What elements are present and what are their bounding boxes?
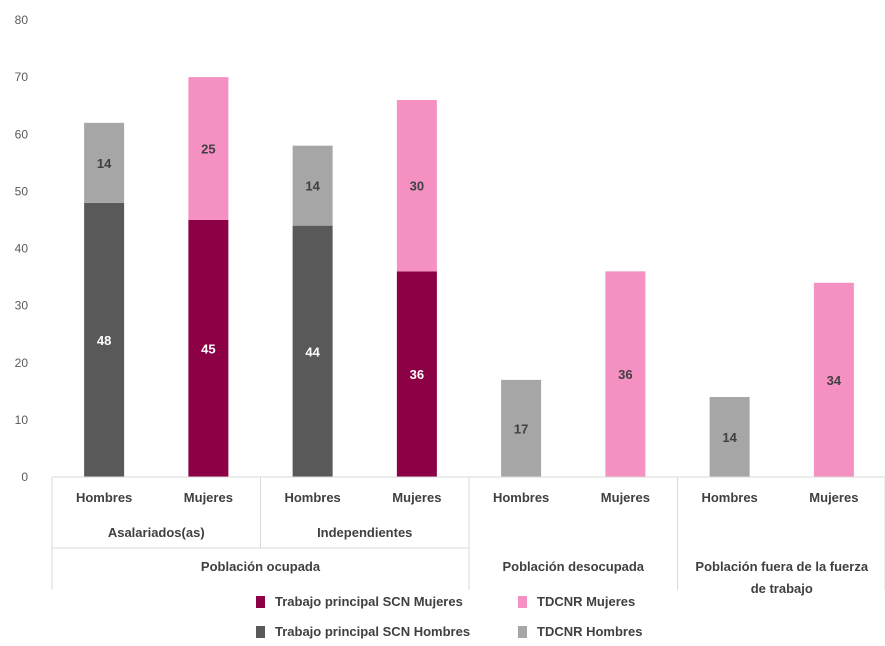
legend-swatch-scn-hombres (256, 625, 265, 638)
legend-swatch-scn-mujeres (256, 595, 265, 608)
legend-item-scn-mujeres: Trabajo principal SCN Mujeres (256, 594, 463, 609)
bar-segment (709, 397, 750, 477)
x-group-label: Población fuera de la fuerza (695, 559, 868, 574)
data-label: 36 (410, 367, 424, 382)
legend-item-tdcnr-hombres: TDCNR Hombres (518, 624, 642, 639)
x-category-label: Hombres (76, 490, 132, 505)
data-label: 30 (410, 179, 424, 194)
y-tick-label: 0 (21, 470, 28, 484)
y-tick-label: 70 (15, 70, 29, 84)
data-label: 17 (514, 421, 528, 436)
x-axis: Hombres Mujeres Hombres Mujeres Hombres Mujer… (51, 476, 885, 596)
legend-swatch-tdcnr-hombres (518, 625, 527, 638)
y-tick-label: 20 (15, 356, 29, 370)
data-label: 45 (201, 341, 215, 356)
bar-segment (396, 99, 437, 272)
legend-label-tdcnr-hombres: TDCNR Hombres (537, 624, 643, 639)
legend-label-scn-mujeres: Trabajo principal SCN Mujeres (275, 594, 463, 609)
data-label: 34 (827, 373, 842, 388)
x-category-label: Mujeres (184, 490, 233, 505)
x-category-label: Mujeres (601, 490, 650, 505)
data-label: 14 (305, 179, 320, 194)
x-category-label: Hombres (701, 490, 757, 505)
bar-segment (188, 77, 229, 220)
x-group-label-line2: de trabajo (751, 581, 813, 596)
bar-segment (292, 145, 333, 226)
y-tick-label: 50 (15, 184, 29, 198)
x-subgroup-label: Asalariados(as) (108, 525, 205, 540)
y-axis: 0 10 20 30 40 50 60 70 80 (15, 13, 29, 484)
legend-item-tdcnr-mujeres: TDCNR Mujeres (518, 594, 635, 609)
legend: Trabajo principal SCN Mujeres TDCNR Muje… (256, 594, 686, 644)
y-tick-label: 30 (15, 299, 29, 313)
bar-segment (84, 202, 125, 478)
bar-segment (84, 122, 125, 203)
x-category-label: Mujeres (392, 490, 441, 505)
bar-segment (396, 271, 437, 477)
bar-segment (605, 271, 646, 477)
legend-label-scn-hombres: Trabajo principal SCN Hombres (275, 624, 471, 639)
x-group-label: Población desocupada (502, 559, 644, 574)
data-label: 36 (618, 367, 632, 382)
bar-segment (292, 225, 333, 477)
bar-segment (188, 219, 229, 477)
data-label: 25 (201, 142, 215, 157)
legend-label-tdcnr-mujeres: TDCNR Mujeres (537, 594, 636, 609)
y-tick-label: 40 (15, 242, 29, 256)
x-category-label: Mujeres (809, 490, 858, 505)
y-tick-label: 60 (15, 127, 29, 141)
bars: 48 14 45 25 44 14 36 30 17 36 14 34 (84, 77, 854, 478)
x-category-label: Hombres (284, 490, 340, 505)
data-label: 48 (97, 333, 111, 348)
legend-item-scn-hombres: Trabajo principal SCN Hombres (256, 624, 470, 639)
x-category-label: Hombres (493, 490, 549, 505)
y-tick-label: 10 (15, 413, 29, 427)
legend-swatch-tdcnr-mujeres (518, 595, 527, 608)
bar-segment (501, 379, 542, 477)
data-label: 44 (305, 344, 320, 359)
data-label: 14 (722, 430, 737, 445)
bar-segment (813, 282, 854, 477)
y-tick-label: 80 (15, 13, 29, 27)
x-group-label: Población ocupada (201, 559, 321, 574)
x-subgroup-label: Independientes (317, 525, 412, 540)
data-label: 14 (97, 156, 112, 171)
